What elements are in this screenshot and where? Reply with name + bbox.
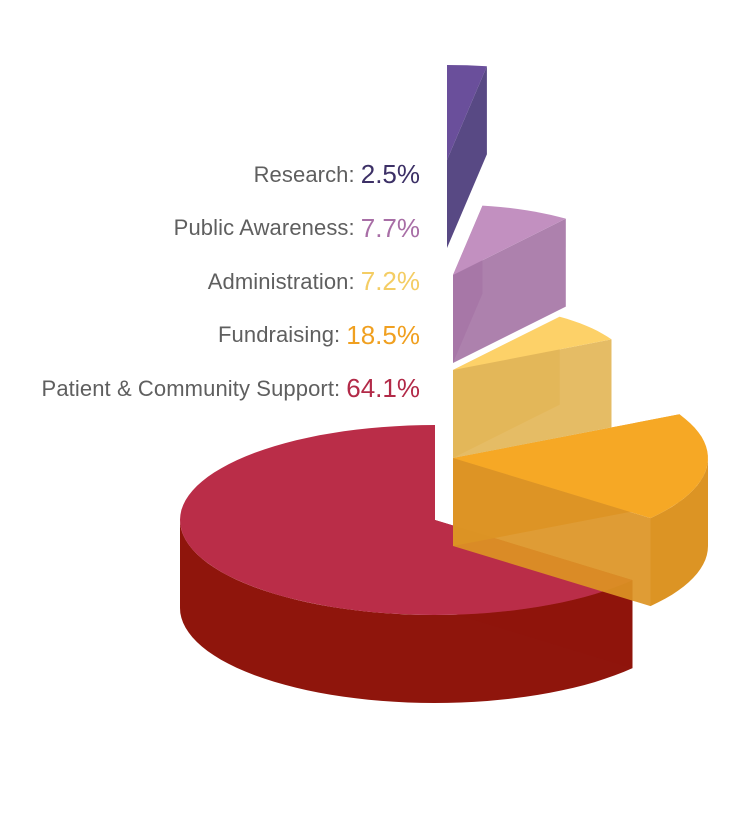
legend-value: 7.7% — [360, 212, 420, 243]
slice-cut-face — [453, 218, 566, 363]
slice-top — [180, 425, 633, 615]
slice-top — [447, 65, 487, 160]
legend-value: 7.2% — [360, 266, 420, 297]
legend-item-patient-community-support: Patient & Community Support: 64.1% — [10, 362, 420, 416]
slice-top — [453, 316, 612, 370]
slice-top — [453, 414, 708, 519]
slice-side — [180, 520, 633, 703]
legend-item-research: Research: 2.5% — [10, 148, 420, 202]
slice-cut-face — [453, 458, 651, 607]
legend-label: Public Awareness: — [173, 215, 355, 241]
legend-item-fundraising: Fundraising: 18.5% — [10, 309, 420, 363]
pie-slices — [180, 65, 708, 703]
legend-label: Administration: — [207, 268, 355, 294]
legend-item-administration: Administration: 7.2% — [10, 255, 420, 309]
legend-label: Research: — [253, 161, 355, 187]
slice-side — [650, 458, 708, 607]
legend-item-public-awareness: Public Awareness: 7.7% — [10, 202, 420, 256]
legend-label: Fundraising: — [218, 322, 341, 348]
legend-label: Patient & Community Support: — [41, 375, 341, 401]
legend-value: 18.5% — [346, 319, 420, 350]
slice-cut-face — [453, 339, 612, 458]
legend-value: 2.5% — [360, 159, 420, 190]
legend-value: 64.1% — [346, 373, 420, 404]
slice-top — [453, 205, 566, 275]
legend: Research: 2.5% Public Awareness: 7.7% Ad… — [10, 148, 420, 416]
slice-cut-face — [447, 66, 487, 248]
